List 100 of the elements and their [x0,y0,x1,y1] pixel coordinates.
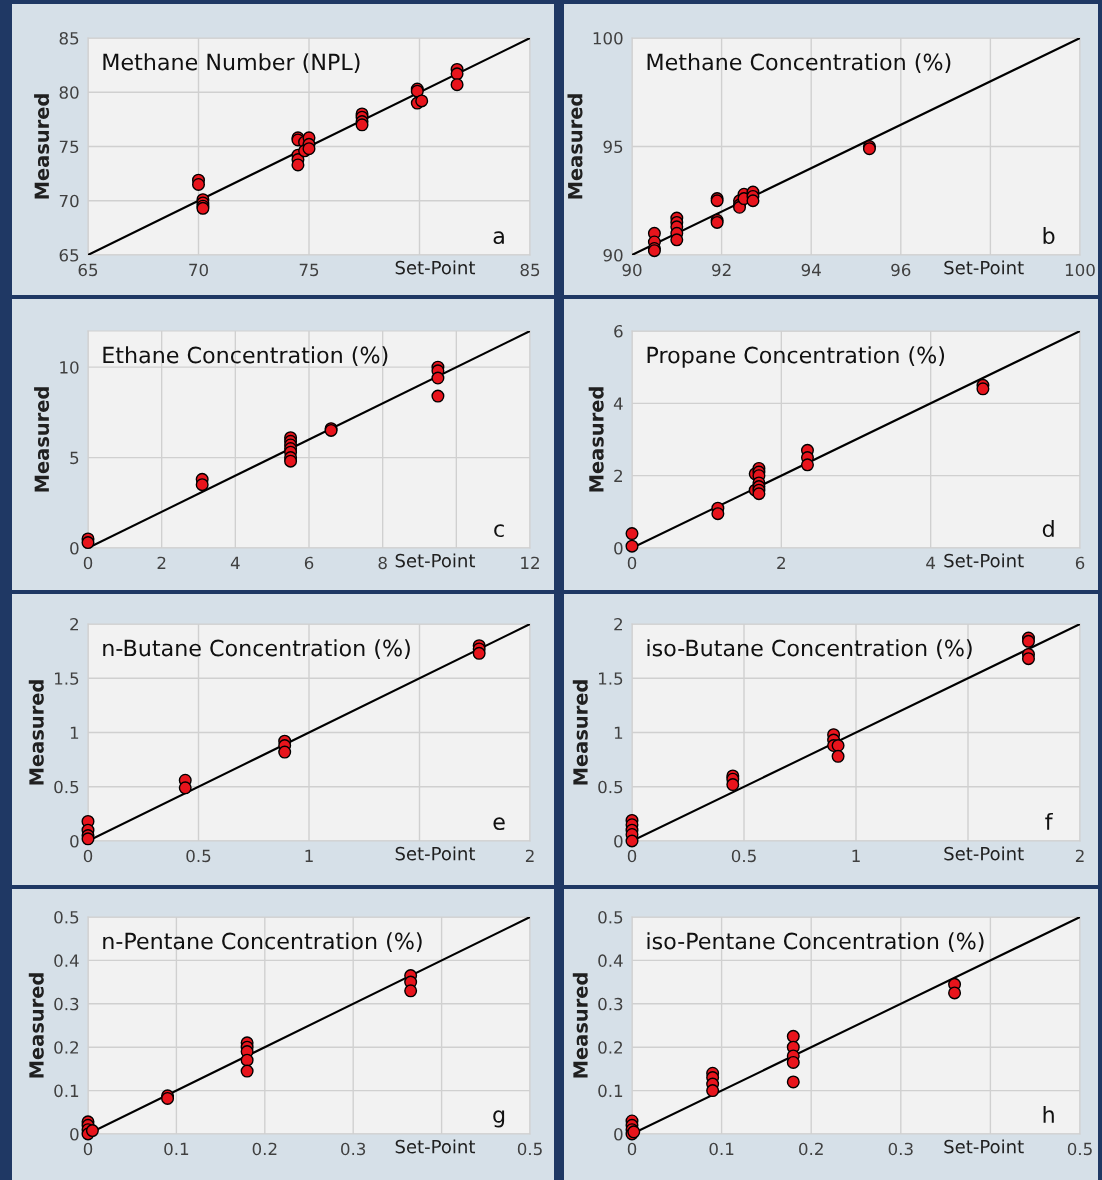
x-tick-label: 4 [230,556,240,569]
y-tick-label: 75 [59,140,79,154]
x-axis-title: Set-Point [944,1139,1024,1154]
x-tick-label: 0 [627,556,637,570]
text: n-Pentane Concentration (%) [103,932,422,953]
x-axis-title: Set-Point [944,846,1024,861]
y-tick-label: 70 [59,194,79,208]
y-tick-label: 1 [70,726,79,739]
x-tick-label: 0 [627,1142,637,1156]
y-tick-label: 0.1 [54,1084,79,1098]
y-tick-label: 0 [614,1127,623,1141]
y-tick-label: 2 [70,617,78,631]
y-tick-label: 100 [593,31,623,45]
x-tick-label: 0.5 [186,849,211,863]
y-tick-label: 1 [614,726,623,739]
y-tick-label: 1.5 [54,672,79,685]
x-tick-label: 1 [305,849,313,862]
x-tick-label: 0.5 [1067,1142,1092,1156]
y-tick-label: 0 [614,541,623,555]
x-tick-label: 0.5 [517,1142,542,1156]
x-tick-label: 0.1 [164,1142,189,1156]
y-tick-label: 2 [614,469,622,482]
x-tick-label: 92 [712,263,731,277]
y-tick-label: 0 [70,834,79,848]
x-axis-title: Set-Point [395,846,476,861]
y-tick-label: 0 [70,1127,79,1141]
x-tick-label: 8 [378,556,387,570]
x-tick-label: 70 [189,263,208,277]
y-tick-label: 0.4 [598,954,623,967]
y-tick-label: 0.1 [598,1084,623,1098]
x-tick-label: 0.3 [888,1142,913,1156]
y-tick-label: 0.5 [54,910,79,924]
y-tick-label: 0 [70,541,79,555]
annotation: a [493,231,504,245]
x-tick-label: 94 [801,263,821,277]
y-tick-label: 6 [614,324,623,338]
x-tick-label: 1 [852,849,860,862]
annotation: b [1043,226,1055,245]
x-tick-label: 100 [1065,263,1095,277]
y-tick-label: 0.2 [598,1041,622,1054]
y-tick-label: 4 [613,397,623,410]
y-tick-label: 0.4 [54,954,79,967]
y-tick-label: 0.3 [598,997,623,1011]
annotation: e [493,817,505,831]
x-tick-label: 96 [891,263,911,277]
y-axis-title: Measured [572,973,588,1078]
y-axis-title: Measured [28,973,44,1078]
y-tick-label: 5 [70,451,79,465]
y-tick-label: 80 [59,86,79,99]
x-axis-title: Set-Point [944,553,1024,568]
annotation: f [1045,812,1053,830]
y-tick-label: 65 [59,248,79,262]
x-tick-label: 0 [83,849,93,863]
x-axis-title: Set-Point [395,553,476,568]
x-axis-title: Set-Point [944,260,1024,275]
y-tick-label: 95 [603,140,623,154]
text: Propane Concentration (%) [647,346,945,368]
text: iso-Butane Concentration (%) [647,639,972,660]
x-tick-label: 2 [777,556,785,569]
x-tick-label: 12 [521,556,539,569]
x-tick-label: 4 [926,556,936,569]
x-tick-label: 0.5 [731,849,756,863]
y-tick-label: 85 [59,31,79,45]
x-axis-title: Set-Point [395,1139,476,1154]
x-tick-label: 0.1 [709,1142,734,1156]
x-tick-label: 0 [83,556,93,570]
x-tick-label: 2 [525,849,534,862]
text: iso-Pentane Concentration (%) [647,932,984,953]
annotation: d [1042,519,1054,538]
y-tick-label: 0.5 [54,780,79,794]
x-tick-label: 6 [304,556,314,570]
y-axis-title: Measured [567,94,583,199]
annotation: h [1043,1105,1054,1123]
annotation: g [493,1110,505,1128]
x-tick-label: 0 [83,1142,93,1156]
y-tick-label: 90 [603,248,623,262]
y-tick-label: 0.3 [54,997,79,1011]
y-tick-label: 0.5 [598,780,623,794]
text: Methane Number (NPL) [103,53,360,74]
x-tick-label: 0.2 [252,1142,277,1156]
x-axis-title: Set-Point [395,260,476,275]
y-tick-label: 0.5 [598,910,623,924]
y-axis-title: Measured [572,680,588,785]
y-tick-label: 1.5 [598,672,623,685]
x-tick-label: 0.2 [799,1142,823,1156]
y-axis-title: Measured [34,94,50,199]
text: Ethane Concentration (%) [103,346,388,367]
x-tick-label: 6 [1075,556,1085,570]
y-tick-label: 0.2 [54,1041,78,1054]
y-axis-title: Measured [588,387,604,492]
x-tick-label: 75 [299,263,319,277]
x-tick-label: 2 [1075,849,1084,862]
x-tick-label: 0 [627,849,637,863]
y-axis-title: Measured [34,387,50,492]
text: n-Butane Concentration (%) [103,639,410,660]
text: Methane Concentration (%) [647,53,951,74]
y-tick-label: 2 [614,617,622,631]
y-axis-title: Measured [28,680,44,785]
annotation: c [494,524,504,538]
x-tick-label: 85 [520,263,540,277]
